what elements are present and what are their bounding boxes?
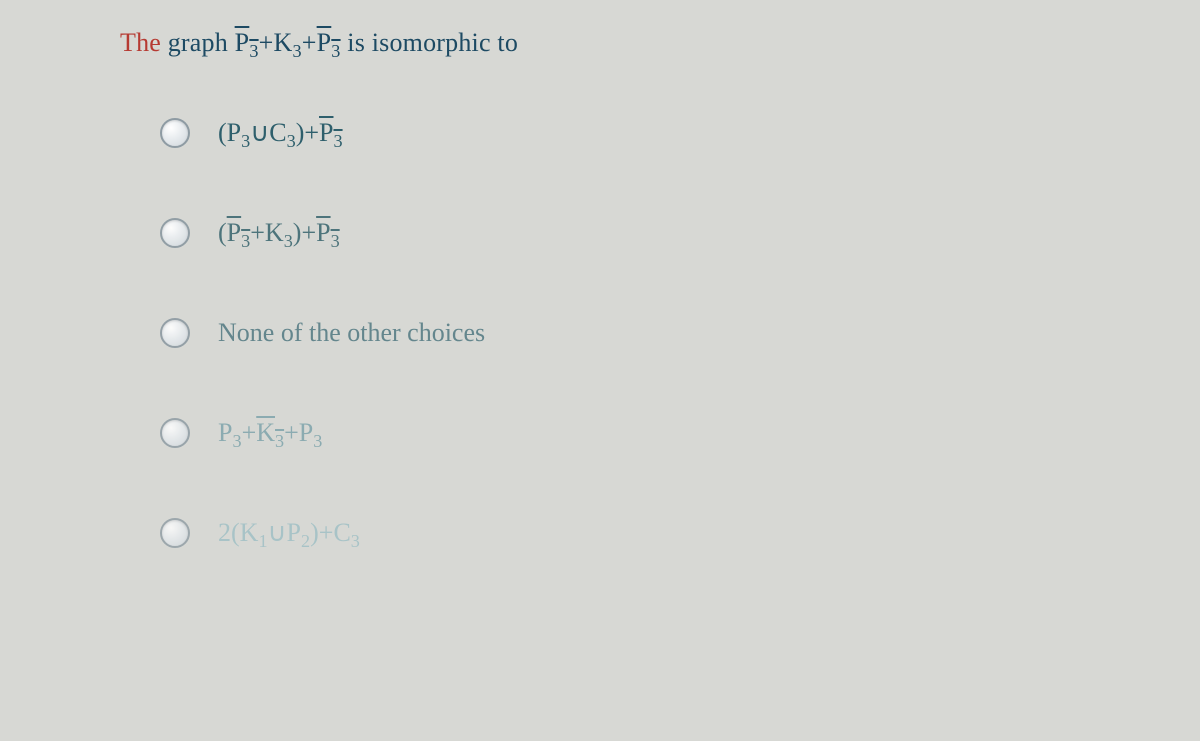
option-d[interactable]: P3+K3+P3 <box>120 418 1200 448</box>
options-list: (P3∪C3)+P3 (P3+K3)+P3 None of the other ch… <box>120 118 1200 548</box>
question-block: The graph P3+K3+P3 is isomorphic to (P3∪… <box>0 0 1200 548</box>
radio-button[interactable] <box>160 318 190 348</box>
option-label: 2(K1∪P2)+C3 <box>218 518 360 548</box>
radio-button[interactable] <box>160 518 190 548</box>
radio-button[interactable] <box>160 218 190 248</box>
option-label: (P3∪C3)+P3 <box>218 118 343 148</box>
option-label: (P3+K3)+P3 <box>218 218 340 248</box>
stem-expression: P3+K3+P3 <box>235 28 341 57</box>
question-stem: The graph P3+K3+P3 is isomorphic to <box>120 28 1200 58</box>
radio-button[interactable] <box>160 418 190 448</box>
option-e[interactable]: 2(K1∪P2)+C3 <box>120 518 1200 548</box>
option-label: P3+K3+P3 <box>218 418 322 448</box>
stem-prefix-red: The <box>120 28 161 57</box>
radio-button[interactable] <box>160 118 190 148</box>
stem-rest: graph <box>161 28 235 57</box>
option-b[interactable]: (P3+K3)+P3 <box>120 218 1200 248</box>
option-c[interactable]: None of the other choices <box>120 318 1200 348</box>
option-label: None of the other choices <box>218 318 485 348</box>
stem-suffix: is isomorphic to <box>341 28 518 57</box>
option-a[interactable]: (P3∪C3)+P3 <box>120 118 1200 148</box>
